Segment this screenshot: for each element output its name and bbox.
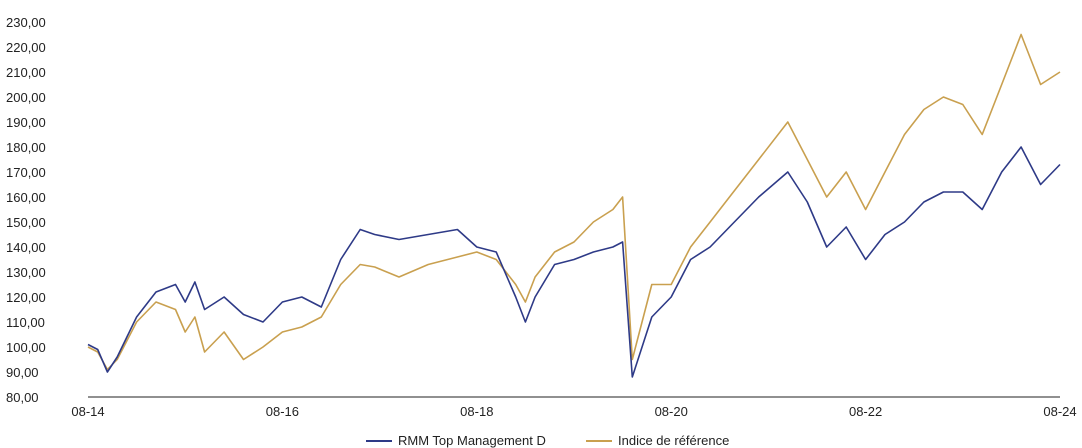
y-tick-label: 160,00	[6, 190, 46, 205]
y-tick-label: 100,00	[6, 340, 46, 355]
series-line-rmm	[87, 146, 1061, 378]
y-tick-label: 220,00	[6, 40, 46, 55]
y-tick-label: 170,00	[6, 165, 46, 180]
x-tick-label: 08-14	[71, 404, 104, 419]
y-tick-label: 110,00	[6, 315, 45, 330]
y-tick-label: 140,00	[6, 240, 46, 255]
x-axis-tick-labels: 08-14 08-16 08-18 08-20 08-22 08-24	[71, 404, 1076, 419]
y-tick-label: 210,00	[6, 65, 46, 80]
y-tick-label: 80,00	[6, 390, 39, 405]
x-tick-label: 08-18	[460, 404, 493, 419]
legend-label-rmm: RMM Top Management D	[398, 433, 546, 448]
x-tick-label: 08-16	[266, 404, 299, 419]
y-tick-label: 130,00	[6, 265, 46, 280]
y-tick-label: 230,00	[6, 15, 46, 30]
legend-label-index: Indice de référence	[618, 433, 729, 448]
y-tick-label: 120,00	[6, 290, 46, 305]
y-axis-tick-labels: 230,00 220,00 210,00 200,00 190,00 180,00 170,…	[6, 15, 46, 405]
x-tick-label: 08-22	[849, 404, 882, 419]
x-tick-label: 08-20	[655, 404, 688, 419]
y-tick-label: 90,00	[6, 365, 39, 380]
y-tick-label: 200,00	[6, 90, 46, 105]
y-tick-label: 190,00	[6, 115, 46, 130]
y-tick-label: 150,00	[6, 215, 46, 230]
series-lines	[87, 33, 1061, 378]
y-tick-label: 180,00	[6, 140, 46, 155]
x-tick-label: 08-24	[1043, 404, 1076, 419]
series-line-index	[87, 33, 1061, 371]
legend: RMM Top Management D Indice de référence	[366, 433, 729, 448]
